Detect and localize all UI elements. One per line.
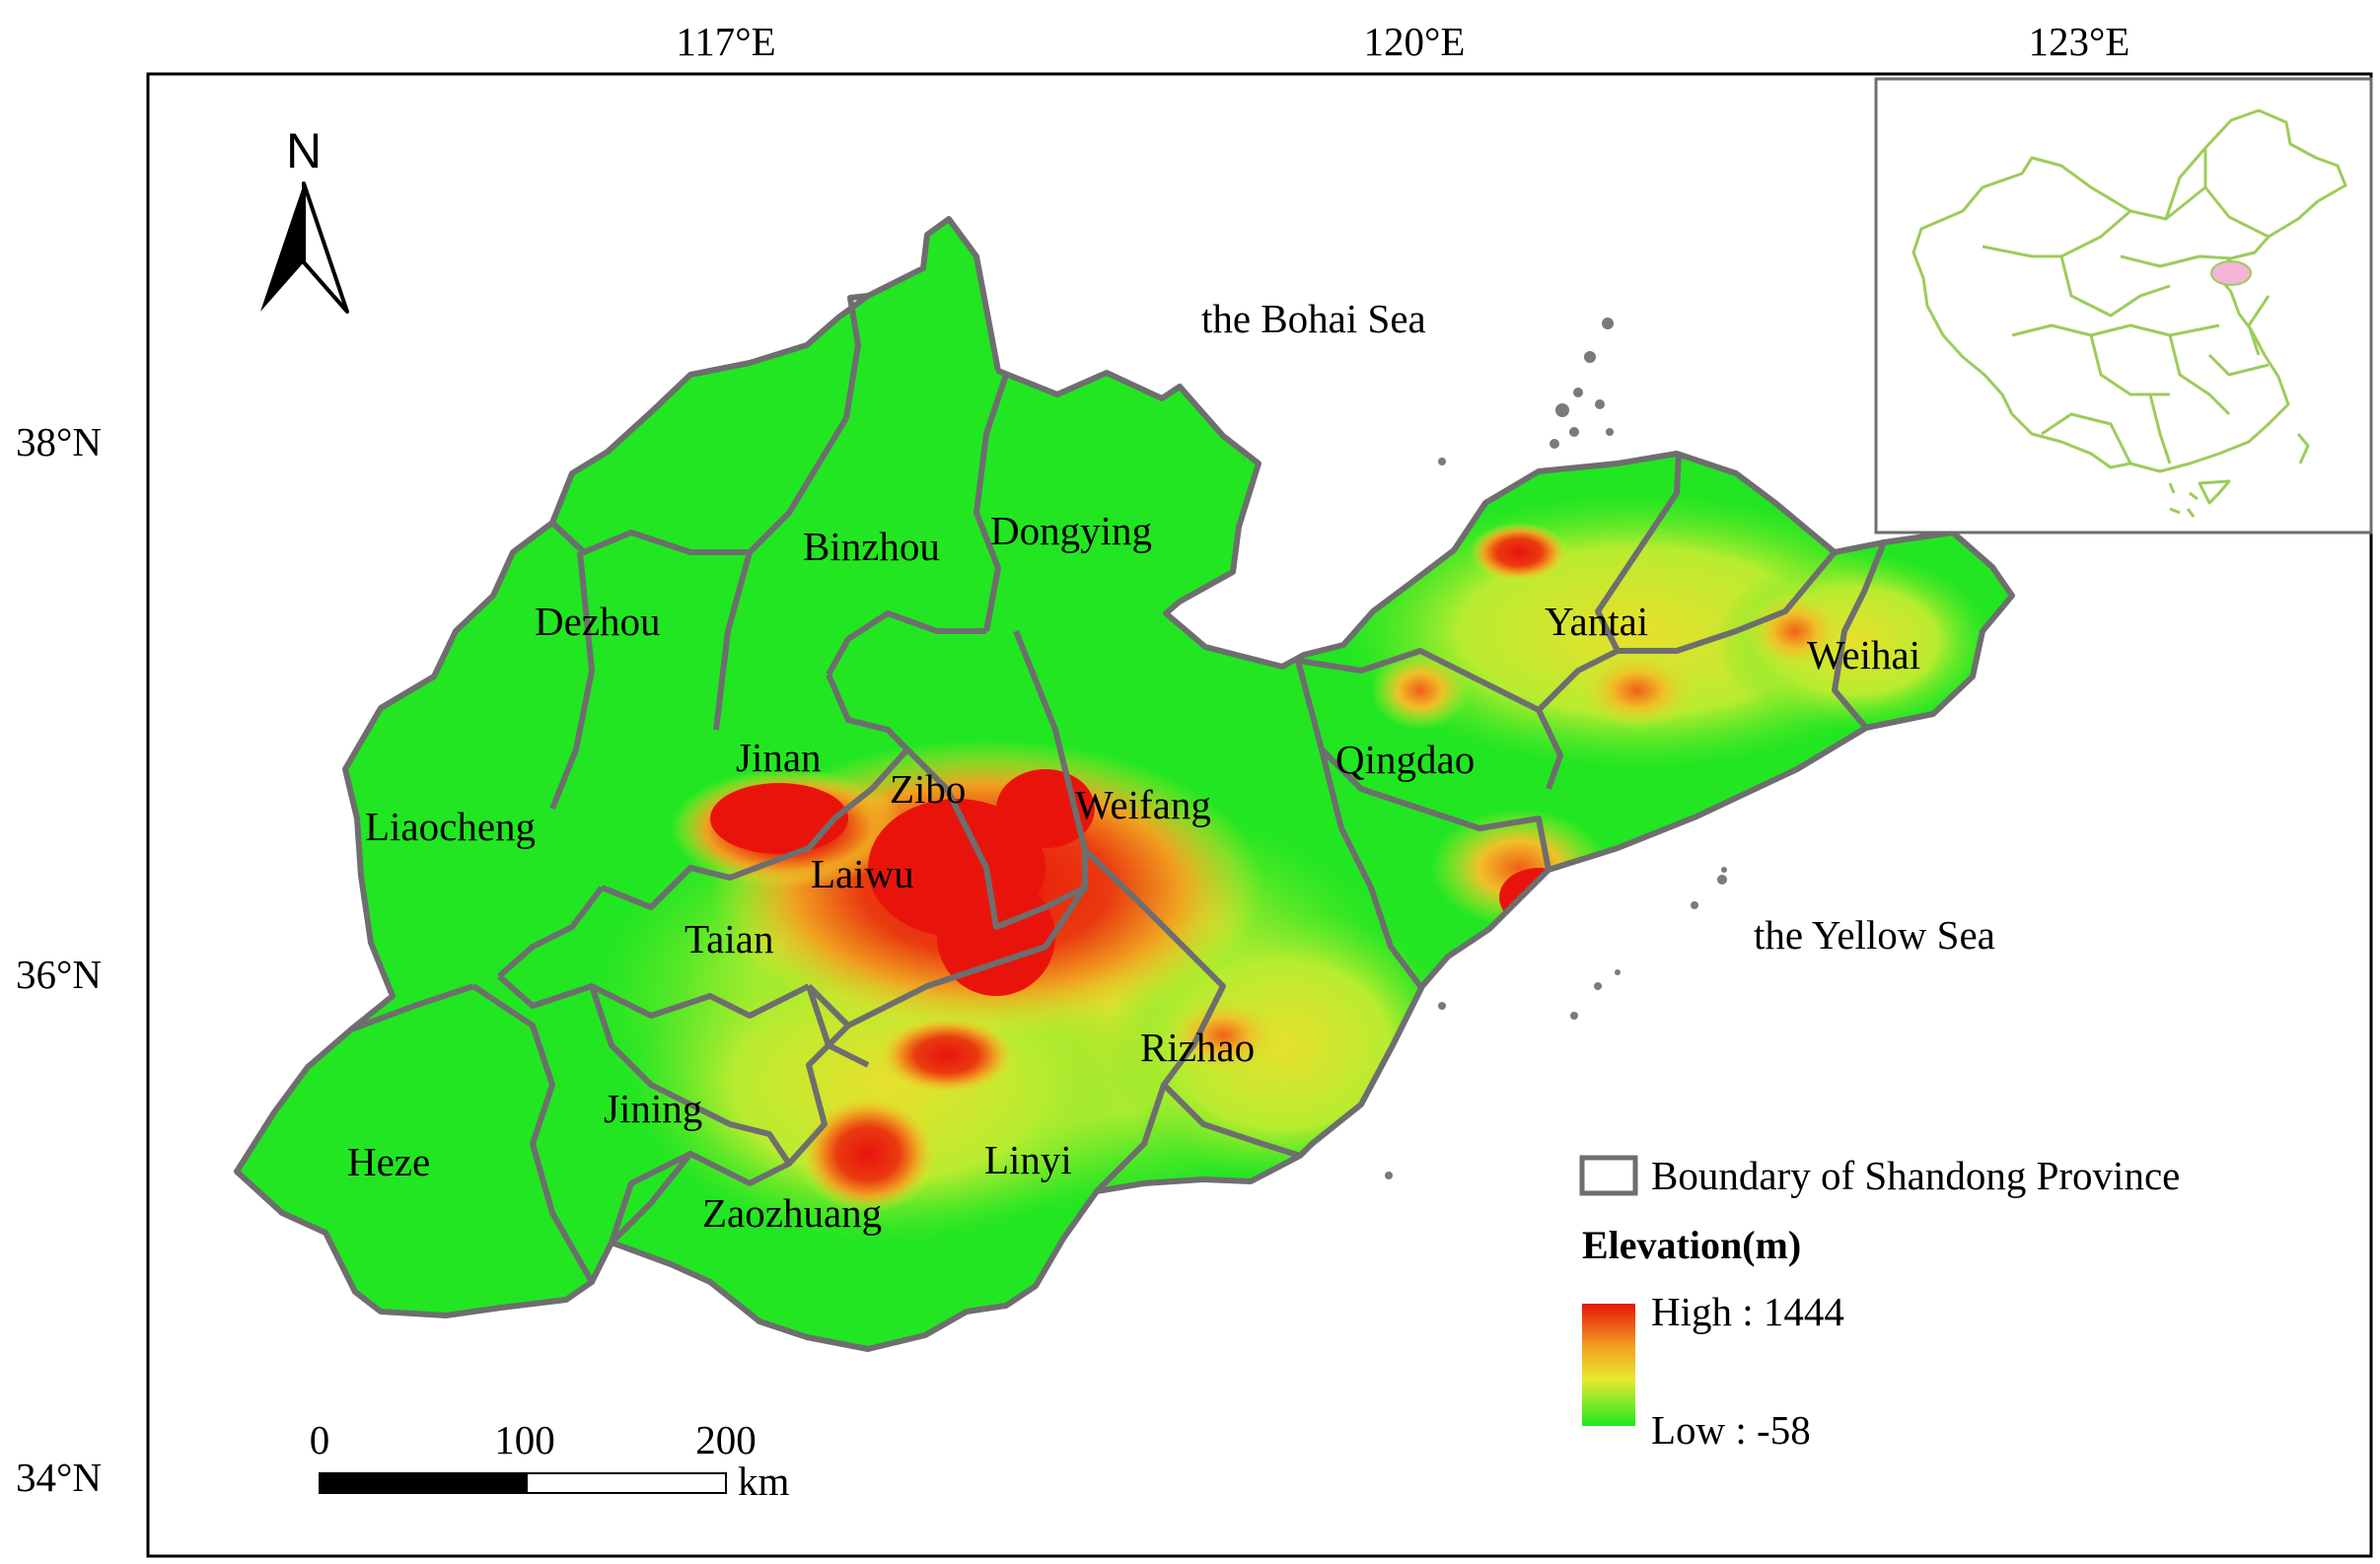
north-arrow: N [260, 123, 349, 314]
city-label-dongying: Dongying [990, 508, 1152, 553]
scale-tick-0: 0 [310, 1417, 330, 1462]
city-label-rizhao: Rizhao [1140, 1025, 1255, 1070]
sea-label-bohai: the Bohai Sea [1201, 296, 1426, 341]
legend-title: Elevation(m) [1582, 1223, 1801, 1267]
shandong-highlight-icon [2210, 260, 2252, 286]
city-label-taian: Taian [685, 916, 773, 961]
legend: Boundary of Shandong Province Elevation(… [1579, 1153, 2180, 1453]
city-label-linyi: Linyi [984, 1137, 1072, 1182]
scale-bar: 0 100 200 km [310, 1417, 790, 1504]
city-label-zaozhuang: Zaozhuang [702, 1190, 882, 1236]
city-label-laiwu: Laiwu [811, 851, 914, 896]
city-label-qingdao: Qingdao [1335, 737, 1475, 782]
lon-label-120: 120°E [1364, 19, 1466, 64]
scale-unit: km [738, 1458, 790, 1504]
legend-boundary-label: Boundary of Shandong Province [1651, 1153, 2180, 1198]
city-boundaries [234, 216, 2015, 1352]
city-label-heze: Heze [347, 1139, 430, 1184]
city-label-weihai: Weihai [1807, 632, 1920, 677]
lon-label-123: 123°E [2029, 19, 2130, 64]
sea-label-yellow: the Yellow Sea [1754, 912, 1995, 958]
lat-label-38: 38°N [16, 419, 102, 464]
city-label-weifang: Weifang [1075, 782, 1211, 827]
city-label-liaocheng: Liaocheng [365, 804, 536, 849]
china-inset-map [1874, 77, 2373, 534]
lon-label-117: 117°E [676, 19, 775, 64]
north-arrow-icon [260, 183, 304, 312]
city-label-jining: Jining [604, 1086, 702, 1131]
legend-high-label: High : 1444 [1651, 1289, 1844, 1334]
scale-tick-200: 200 [695, 1417, 757, 1462]
city-label-yantai: Yantai [1545, 599, 1648, 644]
lat-label-34: 34°N [16, 1455, 102, 1500]
legend-boundary-swatch [1579, 1155, 1638, 1196]
coordinate-labels: 117°E 120°E 123°E 38°N 36°N 34°N [16, 19, 2129, 1500]
yellow-river-delta-tip [980, 367, 1245, 477]
city-labels: Binzhou Dongying Dezhou Yantai Weihai Ji… [347, 508, 1920, 1236]
north-arrow-label: N [286, 123, 322, 178]
city-label-zibo: Zibo [890, 766, 966, 812]
legend-color-ramp [1582, 1304, 1635, 1426]
city-label-jinan: Jinan [736, 735, 822, 780]
city-label-binzhou: Binzhou [803, 524, 940, 569]
lat-label-36: 36°N [16, 952, 102, 997]
map-frame [146, 72, 2373, 1558]
city-label-dezhou: Dezhou [535, 599, 661, 644]
legend-low-label: Low : -58 [1651, 1407, 1811, 1453]
scale-tick-100: 100 [494, 1417, 555, 1462]
